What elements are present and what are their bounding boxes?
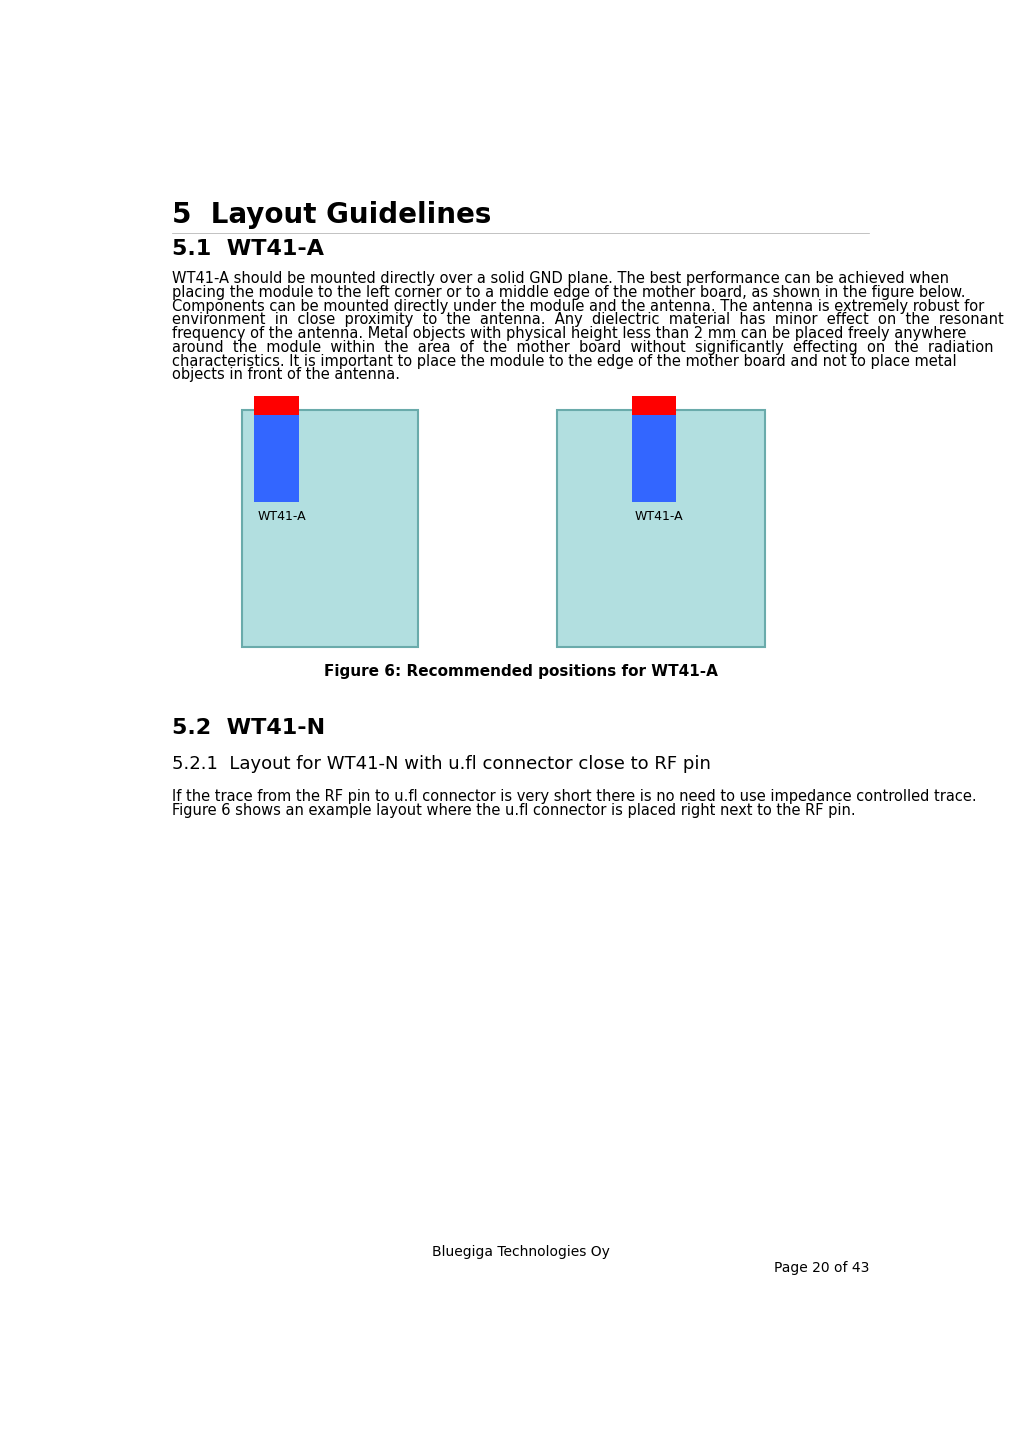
Text: Bluegiga Technologies Oy: Bluegiga Technologies Oy: [432, 1244, 610, 1259]
Bar: [632, 410, 677, 503]
Text: Components can be mounted directly under the module and the antenna. The antenna: Components can be mounted directly under…: [172, 298, 985, 314]
Text: 5  Layout Guidelines: 5 Layout Guidelines: [172, 200, 492, 229]
Text: Figure 6: Recommended positions for WT41-A: Figure 6: Recommended positions for WT41…: [324, 664, 717, 680]
Text: characteristics. It is important to place the module to the edge of the mother b: characteristics. It is important to plac…: [172, 354, 957, 369]
Text: If the trace from the RF pin to u.fl connector is very short there is no need to: If the trace from the RF pin to u.fl con…: [172, 789, 976, 804]
Text: 5.2  WT41-N: 5.2 WT41-N: [172, 719, 325, 737]
Text: Page 20 of 43: Page 20 of 43: [774, 1261, 870, 1274]
Bar: [632, 396, 677, 415]
Bar: [254, 410, 299, 503]
Text: frequency of the antenna. Metal objects with physical height less than 2 mm can : frequency of the antenna. Metal objects …: [172, 327, 966, 341]
Text: WT41-A: WT41-A: [635, 510, 683, 523]
Text: WT41-A should be mounted directly over a solid GND plane. The best performance c: WT41-A should be mounted directly over a…: [172, 271, 949, 287]
Bar: [242, 410, 419, 647]
Bar: [557, 410, 765, 647]
Bar: [254, 396, 299, 415]
Text: WT41-A: WT41-A: [257, 510, 306, 523]
Text: environment  in  close  proximity  to  the  antenna.  Any  dielectric  material : environment in close proximity to the an…: [172, 312, 1004, 327]
Text: 5.1  WT41-A: 5.1 WT41-A: [172, 239, 324, 259]
Text: placing the module to the left corner or to a middle edge of the mother board, a: placing the module to the left corner or…: [172, 285, 965, 300]
Text: Figure 6 shows an example layout where the u.fl connector is placed right next t: Figure 6 shows an example layout where t…: [172, 802, 855, 818]
Text: around  the  module  within  the  area  of  the  mother  board  without  signifi: around the module within the area of the…: [172, 340, 994, 354]
Text: objects in front of the antenna.: objects in front of the antenna.: [172, 367, 400, 382]
Text: 5.2.1  Layout for WT41-N with u.fl connector close to RF pin: 5.2.1 Layout for WT41-N with u.fl connec…: [172, 755, 711, 773]
